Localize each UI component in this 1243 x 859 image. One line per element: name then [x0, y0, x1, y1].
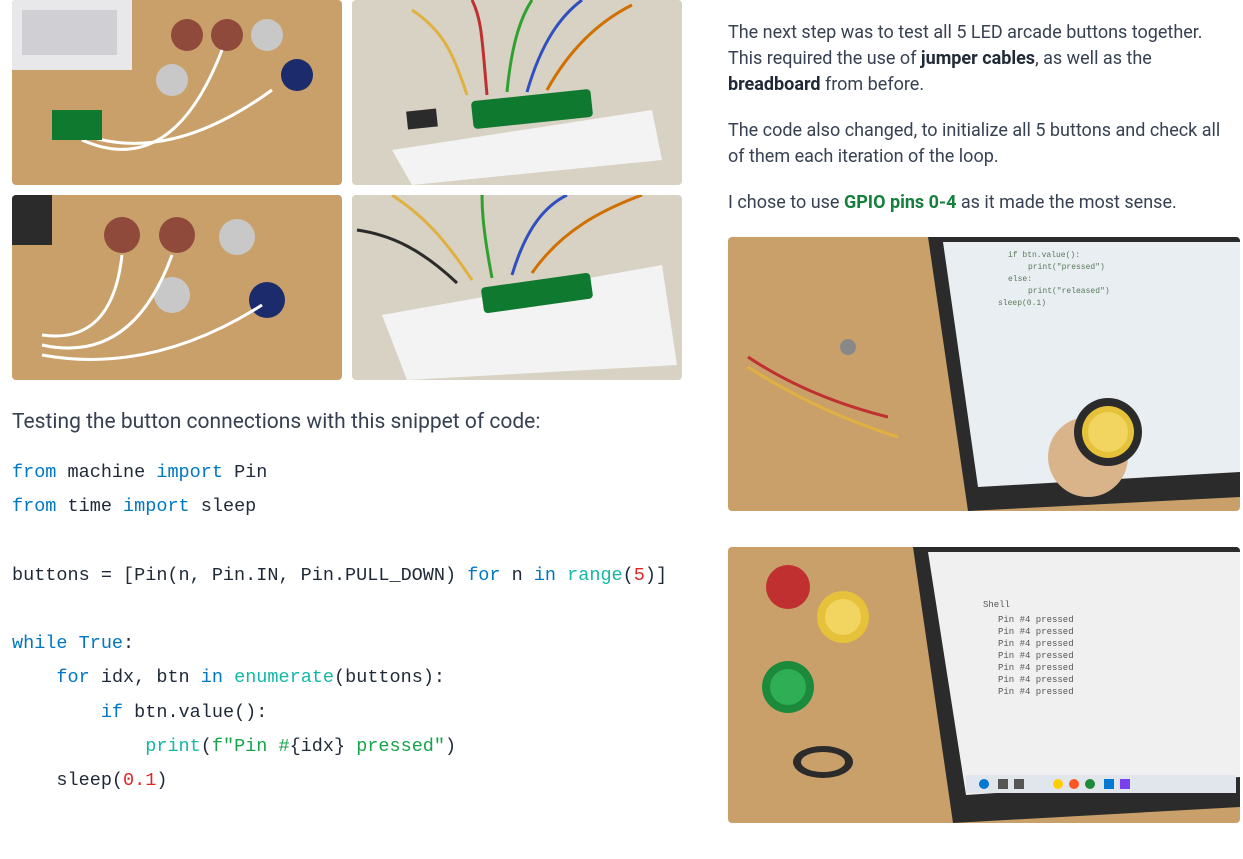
photo-breadboard-2: [352, 195, 682, 380]
code-token: enumerate: [234, 667, 334, 688]
svg-text:Pin #4 pressed: Pin #4 pressed: [998, 687, 1074, 697]
svg-text:Pin #4 pressed: Pin #4 pressed: [998, 663, 1074, 673]
paragraph: I chose to use GPIO pins 0-4 as it made …: [728, 190, 1228, 216]
code-token: import: [156, 462, 223, 483]
code-token: ): [156, 770, 167, 791]
text-run: as it made the most sense.: [956, 192, 1176, 213]
code-token: from: [12, 462, 56, 483]
code-token: [68, 633, 79, 654]
code-token: 5: [634, 565, 645, 586]
svg-text:else:: else:: [1008, 275, 1032, 284]
code-token: f"Pin #: [212, 736, 290, 757]
photo-button-test-1: if btn.value(): print("pressed") else: p…: [728, 237, 1240, 511]
code-token: ): [445, 736, 456, 757]
text-run: from before.: [821, 74, 925, 95]
code-token: if: [101, 702, 123, 723]
svg-text:Pin #4 pressed: Pin #4 pressed: [998, 675, 1074, 685]
code-token: in: [534, 565, 556, 586]
code-token: while: [12, 633, 68, 654]
svg-text:sleep(0.1): sleep(0.1): [998, 299, 1046, 308]
code-token: {idx}: [290, 736, 346, 757]
paragraph: The next step was to test all 5 LED arca…: [728, 20, 1228, 98]
text-run: The code also changed, to initialize all…: [728, 120, 1220, 167]
photo-breadboard-1: [352, 0, 682, 185]
code-token: range: [567, 565, 623, 586]
photo-buttons-desk-2: [12, 195, 342, 380]
text-run: I chose to use: [728, 192, 844, 213]
photo-button-test-2: Shell Pin #4 pressed Pin #4 pressed Pin …: [728, 547, 1240, 823]
code-token: time: [56, 496, 123, 517]
code-block: from machine import Pin from time import…: [12, 456, 692, 798]
code-token: btn.value():: [123, 702, 267, 723]
photo-buttons-desk-1: [12, 0, 342, 185]
code-token: )]: [645, 565, 667, 586]
code-token: Pin: [223, 462, 267, 483]
code-token: buttons = [Pin(n, Pin.IN, Pin.PULL_DOWN): [12, 565, 467, 586]
code-token: [12, 736, 145, 757]
svg-text:if btn.value():: if btn.value():: [1008, 251, 1080, 260]
svg-text:Pin #4 pressed: Pin #4 pressed: [998, 627, 1074, 637]
svg-text:Pin #4 pressed: Pin #4 pressed: [998, 651, 1074, 661]
text-run: , as well as the: [1035, 48, 1152, 69]
code-token: for: [467, 565, 500, 586]
image-grid: [12, 0, 692, 380]
code-token: idx, btn: [90, 667, 201, 688]
code-token: sleep: [190, 496, 257, 517]
bold-text: jumper cables: [921, 48, 1035, 69]
accent-text: GPIO pins 0-4: [844, 192, 956, 213]
code-token: import: [123, 496, 190, 517]
code-token: [12, 702, 101, 723]
code-token: 0.1: [123, 770, 156, 791]
code-token: print: [145, 736, 201, 757]
bold-text: breadboard: [728, 74, 821, 95]
code-token: pressed": [345, 736, 445, 757]
code-token: machine: [56, 462, 156, 483]
code-token: in: [201, 667, 223, 688]
svg-text:Pin #4 pressed: Pin #4 pressed: [998, 639, 1074, 649]
code-token: (: [623, 565, 634, 586]
code-token: [556, 565, 567, 586]
code-caption: Testing the button connections with this…: [12, 410, 692, 434]
code-token: sleep(: [12, 770, 123, 791]
svg-text:Pin #4 pressed: Pin #4 pressed: [998, 615, 1074, 625]
paragraph: The code also changed, to initialize all…: [728, 118, 1228, 170]
code-token: True: [79, 633, 123, 654]
svg-text:print("released"): print("released"): [1028, 287, 1110, 296]
svg-text:Shell: Shell: [983, 600, 1010, 610]
left-column: Testing the button connections with this…: [12, 0, 692, 859]
svg-text:print("pressed"): print("pressed"): [1028, 263, 1105, 272]
code-token: [223, 667, 234, 688]
code-token: [12, 667, 56, 688]
code-token: for: [56, 667, 89, 688]
code-token: from: [12, 496, 56, 517]
code-token: (: [201, 736, 212, 757]
code-token: :: [123, 633, 134, 654]
code-token: n: [501, 565, 534, 586]
code-token: (buttons):: [334, 667, 445, 688]
right-column: The next step was to test all 5 LED arca…: [728, 0, 1228, 859]
